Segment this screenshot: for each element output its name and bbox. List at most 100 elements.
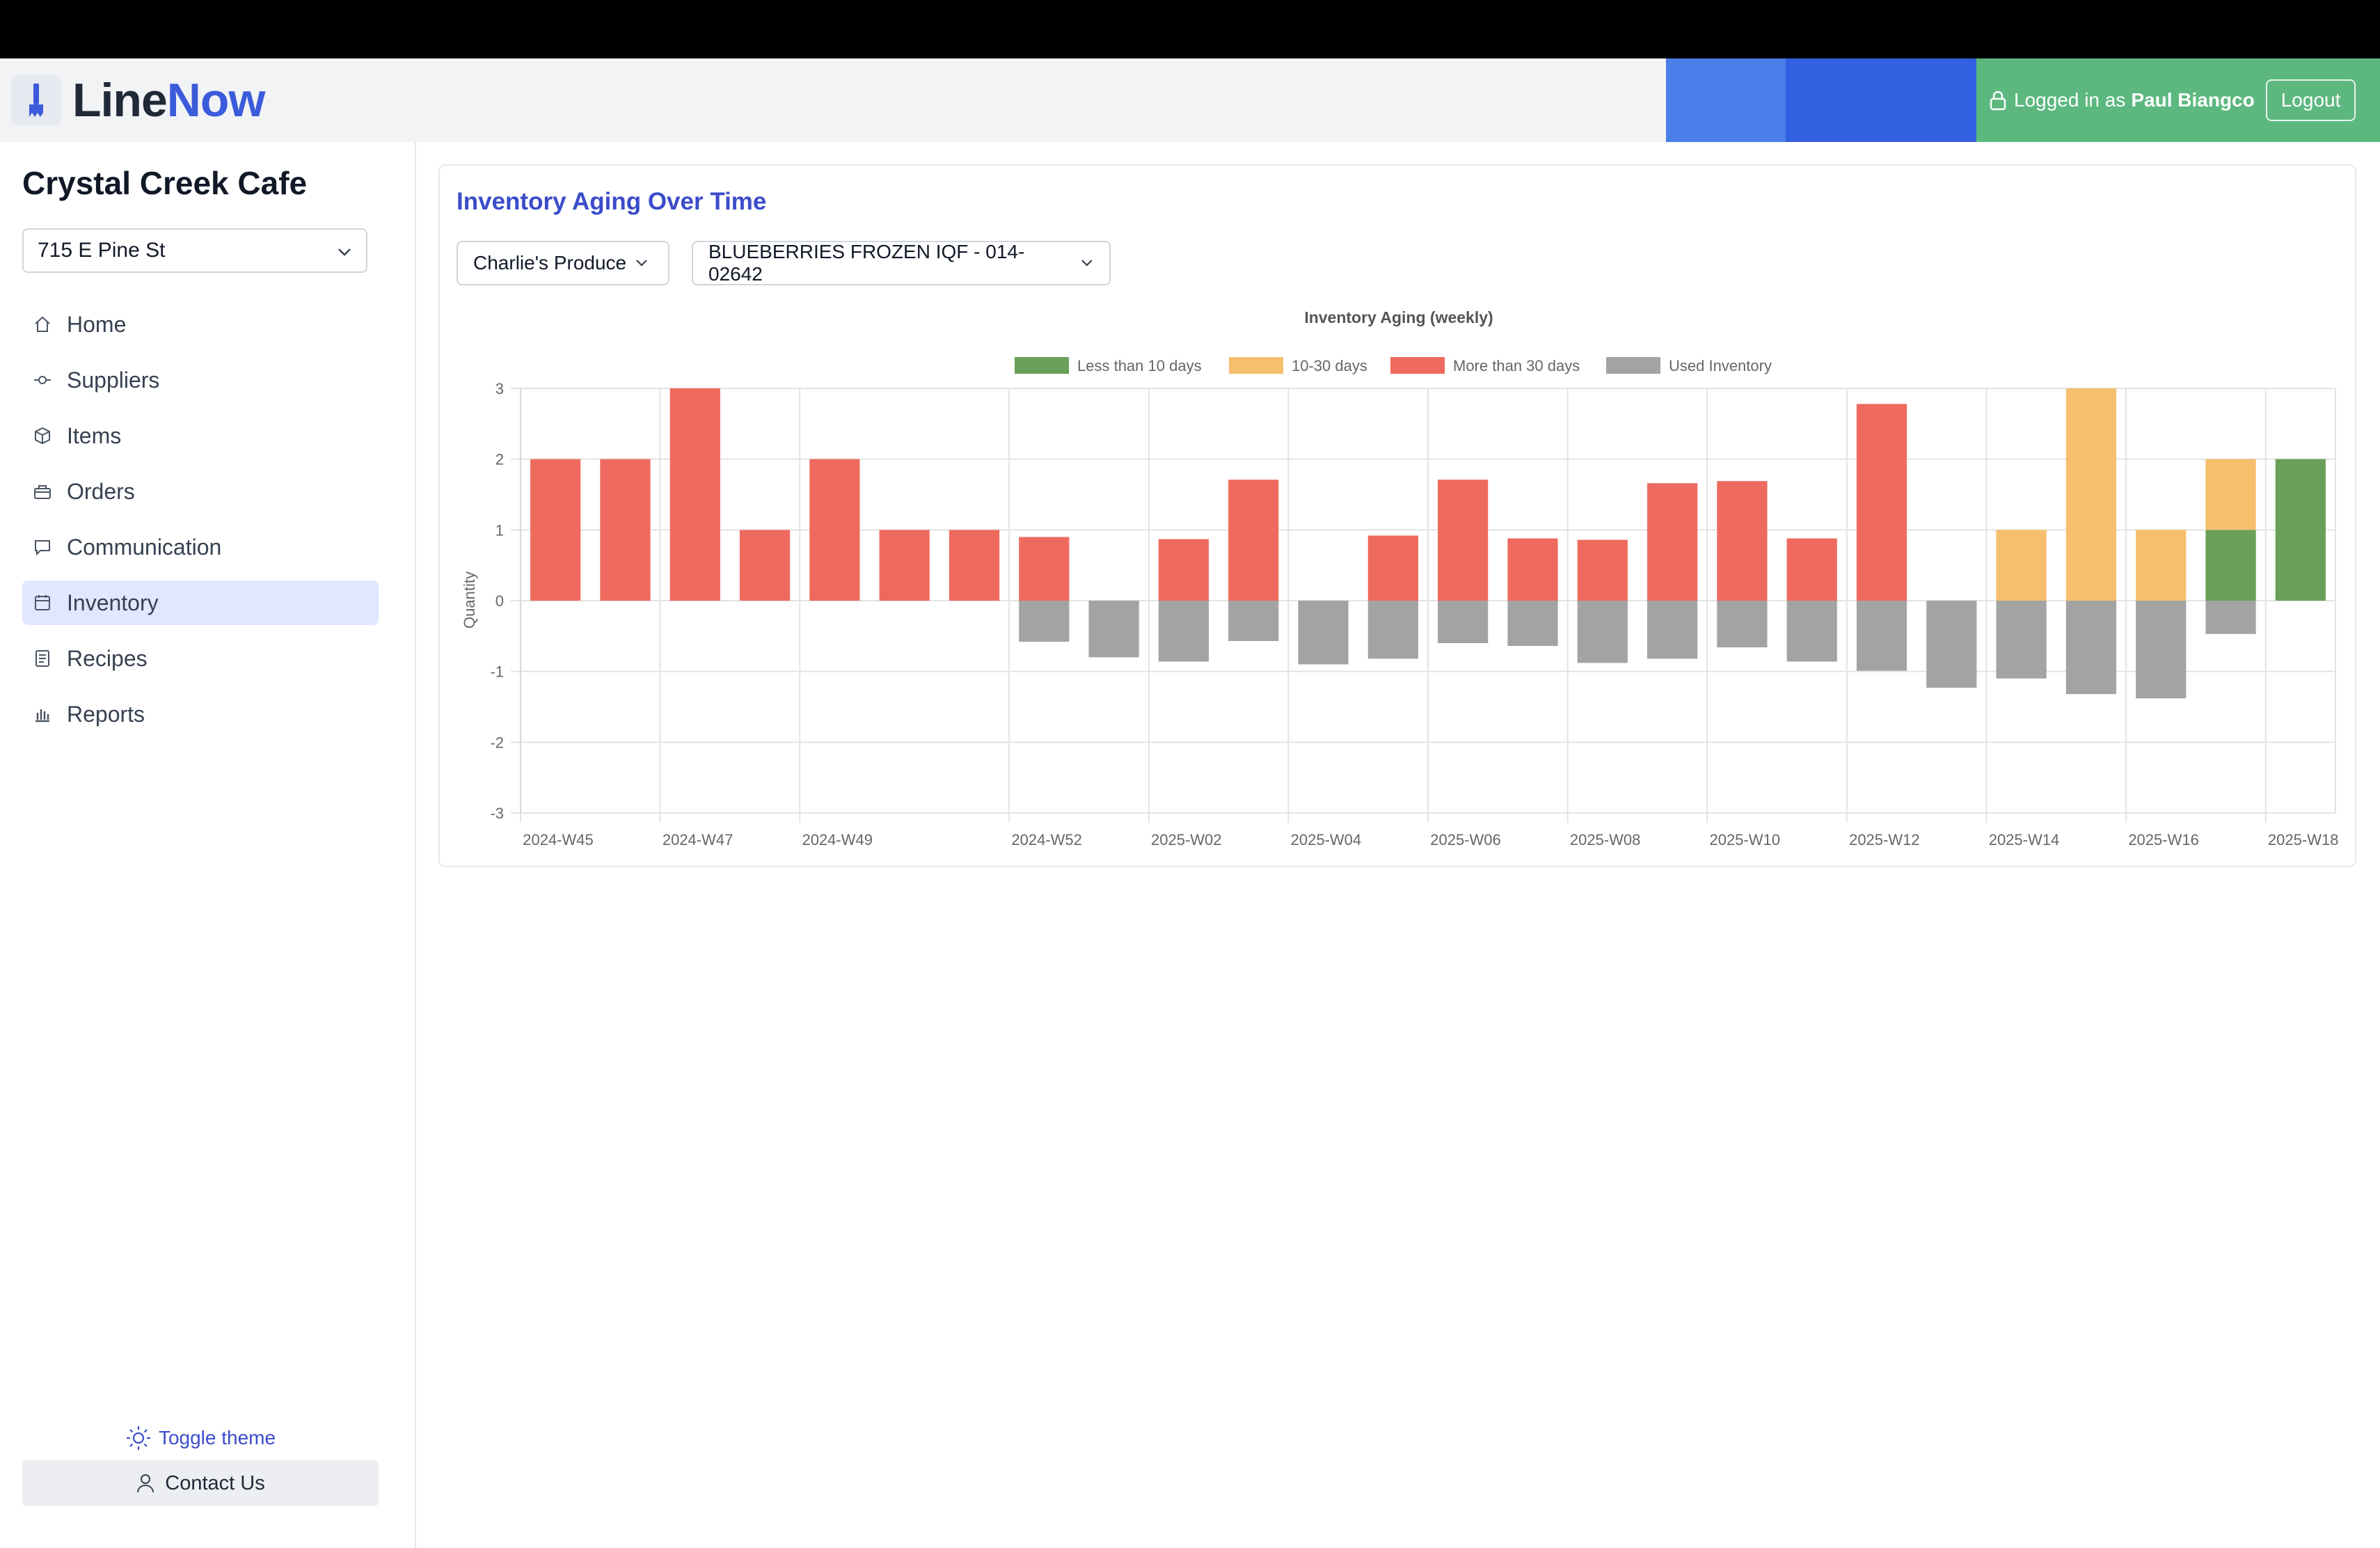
bar-used-inventory-2025-w15[interactable] [2065, 601, 2117, 695]
cafe-name: Crystal Creek Cafe [22, 165, 308, 201]
bar-used-inventory-2025-w12[interactable] [1856, 601, 1907, 671]
bar-more-than-30-days-2025-w03[interactable] [1228, 480, 1279, 601]
legend-label[interactable]: More than 30 days [1453, 357, 1580, 374]
bar-used-inventory-2025-w11[interactable] [1786, 601, 1837, 662]
x-tick-label: 2024-W49 [802, 831, 873, 848]
logout-button[interactable]: Logout [2265, 79, 2356, 121]
x-tick-label: 2025-W08 [1570, 831, 1641, 848]
legend-label[interactable]: Less than 10 days [1077, 357, 1202, 374]
lock-icon [1989, 90, 2007, 111]
bar-more-than-30-days-2025-w12[interactable] [1856, 404, 1907, 601]
item-select-value: BLUEBERRIES FROZEN IQF - 014-02642 [708, 241, 1025, 285]
sidebar-item-label: Recipes [67, 645, 148, 671]
inventory-aging-card: Inventory Aging Over Time Charlie's Prod… [438, 164, 2356, 867]
bar-used-inventory-2025-w04[interactable] [1298, 601, 1349, 665]
bar-more-than-30-days-2025-w10[interactable] [1717, 481, 1768, 601]
y-tick-label: 2 [495, 451, 504, 468]
bar-more-than-30-days-2025-w05[interactable] [1367, 535, 1418, 601]
sidebar-item-items[interactable]: Items [22, 413, 379, 458]
login-info: Logged in as Paul Biangco [1989, 89, 2255, 111]
bar-10-30-days-2025-w17[interactable] [2205, 459, 2256, 530]
bar-used-inventory-2025-w08[interactable] [1577, 601, 1628, 663]
y-tick-label: 0 [495, 592, 504, 610]
location-select[interactable]: 715 E Pine St [22, 228, 367, 273]
legend-swatch[interactable] [1390, 357, 1445, 374]
bar-more-than-30-days-2024-w47[interactable] [669, 388, 720, 601]
bar-10-30-days-2025-w16[interactable] [2136, 530, 2187, 601]
chart-x-axis: 2024-W45 2024-W47 2024-W49 2024-W52 2025-W02… [523, 831, 2338, 848]
sidebar-item-orders[interactable]: Orders [22, 469, 379, 514]
x-tick-label: 2025-W10 [1709, 831, 1780, 848]
bar-more-than-30-days-2024-w50[interactable] [879, 530, 930, 601]
legend-label[interactable]: 10-30 days [1292, 357, 1367, 374]
supplier-select[interactable]: Charlie's Produce [457, 241, 669, 285]
user-name: Paul Biangco [2131, 89, 2255, 111]
y-tick-label: -1 [490, 663, 504, 681]
inventory-aging-chart: Inventory Aging (weekly) Less than 10 da… [461, 308, 2338, 848]
sidebar-nav: Home Suppliers Items Orders Communicatio… [22, 302, 379, 748]
bar-more-than-30-days-2024-w49[interactable] [809, 459, 860, 601]
legend-swatch[interactable] [1606, 357, 1660, 374]
bar-used-inventory-2025-w09[interactable] [1647, 601, 1698, 659]
logo[interactable]: LineNow [11, 74, 265, 127]
bar-used-inventory-2025-w02[interactable] [1158, 601, 1209, 662]
calendar-icon [32, 592, 53, 613]
bar-used-inventory-2025-w06[interactable] [1438, 601, 1489, 643]
sidebar-item-label: Orders [67, 478, 135, 504]
item-select[interactable]: BLUEBERRIES FROZEN IQF - 014-02642 [692, 241, 1111, 285]
box-icon [32, 425, 53, 446]
bar-more-than-30-days-2024-w52[interactable] [1019, 537, 1070, 601]
sun-icon [126, 1426, 150, 1450]
user-panel: Logged in as Paul Biangco Logout [1976, 58, 2380, 142]
y-tick-label: 3 [495, 380, 504, 397]
bar-used-inventory-2025-w01[interactable] [1088, 601, 1139, 658]
bar-used-inventory-2025-w17[interactable] [2205, 601, 2256, 634]
legend-swatch[interactable] [1229, 357, 1283, 374]
contact-us-button[interactable]: Contact Us [22, 1460, 379, 1506]
logo-text: LineNow [72, 74, 265, 127]
legend-label[interactable]: Used Inventory [1669, 357, 1772, 374]
bar-10-30-days-2025-w14[interactable] [1996, 530, 2047, 601]
bar-more-than-30-days-2025-w08[interactable] [1577, 539, 1628, 601]
bar-less-than-10-days-2025-w18[interactable] [2275, 459, 2326, 601]
bar-more-than-30-days-2025-w09[interactable] [1647, 483, 1698, 601]
sidebar-item-suppliers[interactable]: Suppliers [22, 358, 379, 402]
bar-used-inventory-2025-w07[interactable] [1507, 601, 1558, 647]
bar-used-inventory-2025-w05[interactable] [1367, 601, 1418, 659]
bar-more-than-30-days-2025-w06[interactable] [1438, 480, 1489, 601]
bar-used-inventory-2024-w52[interactable] [1019, 601, 1070, 642]
sidebar-item-reports[interactable]: Reports [22, 692, 379, 736]
bar-more-than-30-days-2024-w51[interactable] [949, 530, 1000, 601]
sidebar-item-home[interactable]: Home [22, 302, 379, 347]
header-segment-blue-light [1666, 58, 1786, 142]
location-value: 715 E Pine St [38, 239, 166, 262]
home-icon [32, 314, 53, 335]
x-tick-label: 2025-W14 [1989, 831, 2060, 848]
sidebar-item-label: Communication [67, 534, 222, 560]
bar-used-inventory-2025-w03[interactable] [1228, 601, 1279, 641]
bar-10-30-days-2025-w15[interactable] [2065, 388, 2117, 601]
bar-used-inventory-2025-w10[interactable] [1717, 601, 1768, 648]
bar-more-than-30-days-2024-w45[interactable] [530, 459, 581, 601]
chart-bars [530, 388, 2326, 699]
bar-more-than-30-days-2024-w46[interactable] [600, 459, 651, 601]
bar-more-than-30-days-2025-w02[interactable] [1158, 539, 1209, 601]
bar-used-inventory-2025-w16[interactable] [2136, 601, 2187, 699]
sidebar-item-communication[interactable]: Communication [22, 525, 379, 569]
sidebar-item-recipes[interactable]: Recipes [22, 636, 379, 681]
x-tick-label: 2025-W18 [2268, 831, 2339, 848]
bar-more-than-30-days-2025-w11[interactable] [1786, 538, 1837, 601]
contact-us-label: Contact Us [165, 1471, 265, 1494]
bar-more-than-30-days-2024-w48[interactable] [739, 530, 791, 601]
sidebar-item-inventory[interactable]: Inventory [22, 580, 379, 625]
legend-swatch[interactable] [1015, 357, 1069, 374]
bar-used-inventory-2025-w13[interactable] [1926, 601, 1977, 688]
bar-less-than-10-days-2025-w17[interactable] [2205, 530, 2256, 601]
sidebar: Crystal Creek Cafe 715 E Pine St Home Su… [0, 142, 416, 1548]
toggle-theme-label: Toggle theme [158, 1427, 276, 1448]
toggle-theme-button[interactable]: Toggle theme [22, 1421, 379, 1455]
bar-more-than-30-days-2025-w07[interactable] [1507, 538, 1558, 601]
sidebar-item-label: Items [67, 422, 122, 448]
header-segment-blue-dark [1786, 58, 1976, 142]
bar-used-inventory-2025-w14[interactable] [1996, 601, 2047, 679]
